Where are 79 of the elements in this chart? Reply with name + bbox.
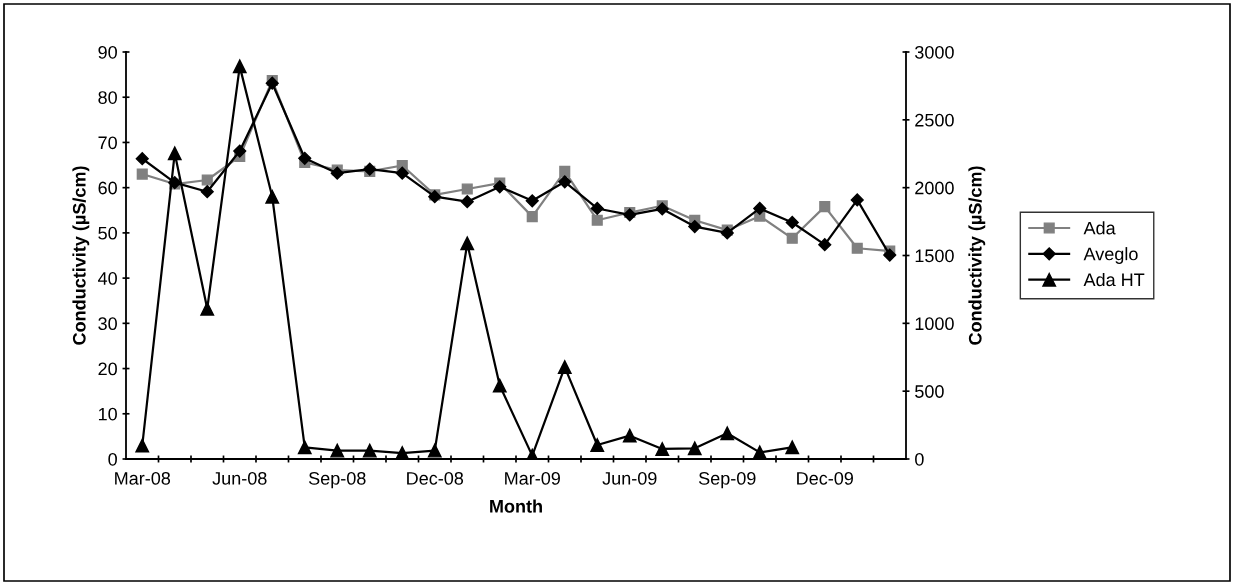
y-tick-label: 60 xyxy=(98,181,117,195)
y2-tick-label: 3000 xyxy=(915,45,954,59)
x-axis-title: Month xyxy=(490,499,542,513)
point xyxy=(135,152,149,166)
point xyxy=(558,175,572,189)
point xyxy=(590,201,604,216)
point xyxy=(297,440,312,455)
point xyxy=(559,165,571,177)
point xyxy=(395,446,410,459)
point xyxy=(265,189,280,204)
point xyxy=(460,236,475,251)
y-tick-label: 30 xyxy=(98,317,117,331)
y-tick-label: 0 xyxy=(108,452,117,466)
y-axis-title: Conductivity (µS/cm) xyxy=(72,166,90,345)
y2-tick-label: 2500 xyxy=(915,113,954,127)
point xyxy=(330,166,344,180)
point xyxy=(655,202,669,216)
point xyxy=(688,219,702,234)
point xyxy=(201,174,213,186)
y2-tick-label: 2000 xyxy=(915,181,954,195)
y2-tick-label: 0 xyxy=(915,452,924,466)
point xyxy=(591,214,603,226)
point xyxy=(557,360,572,375)
y-tick-label: 90 xyxy=(98,45,117,59)
point xyxy=(135,438,150,453)
y-tick-label: 80 xyxy=(98,91,117,104)
point xyxy=(200,185,214,199)
x-tick-label: Sep-08 xyxy=(308,471,366,489)
point xyxy=(395,166,409,180)
point xyxy=(819,201,831,213)
point xyxy=(492,378,507,393)
y2-tick-label: 1500 xyxy=(915,249,954,263)
point xyxy=(362,443,377,458)
point xyxy=(818,238,832,252)
x-tick-label: Dec-08 xyxy=(407,471,464,485)
point xyxy=(461,183,473,195)
point xyxy=(851,242,863,254)
y2-axis-title: Conductivity (µS/cm) xyxy=(968,166,986,345)
point xyxy=(427,443,442,458)
point xyxy=(753,201,767,216)
y-tick-label: 20 xyxy=(98,362,117,376)
y2-tick-label: 1000 xyxy=(915,317,954,331)
y-tick-label: 70 xyxy=(98,136,117,150)
x-tick-label: Mar-09 xyxy=(505,471,560,485)
point xyxy=(850,193,864,207)
point xyxy=(460,195,474,209)
y-tick-label: 50 xyxy=(98,226,117,240)
point xyxy=(785,440,800,455)
point xyxy=(493,180,507,194)
point xyxy=(786,232,798,244)
y2-tick-label: 500 xyxy=(915,385,944,398)
x-tick-label: Dec-09 xyxy=(797,471,853,485)
point xyxy=(655,442,670,456)
point xyxy=(590,438,605,452)
point xyxy=(298,151,312,165)
point xyxy=(167,146,182,161)
x-tick-label: Jun-09 xyxy=(602,471,657,485)
point xyxy=(526,211,538,223)
point xyxy=(232,59,247,74)
y-tick-label: 40 xyxy=(98,272,117,285)
point xyxy=(883,248,897,262)
point xyxy=(233,144,247,158)
point xyxy=(136,168,148,180)
x-tick-label: Mar-08 xyxy=(115,471,171,485)
x-tick-label: Jun-08 xyxy=(212,471,267,485)
legend-label: Ada xyxy=(1083,221,1116,235)
point xyxy=(687,441,702,456)
legend-label: Aveglo xyxy=(1083,247,1138,264)
y-tick-label: 10 xyxy=(98,407,117,421)
point xyxy=(720,226,734,240)
point xyxy=(785,215,799,230)
point xyxy=(200,301,215,316)
point xyxy=(622,428,637,443)
point xyxy=(752,445,767,459)
point xyxy=(525,194,539,208)
x-tick-label: Sep-09 xyxy=(698,471,756,489)
point xyxy=(330,443,345,458)
legend-label: Ada HT xyxy=(1083,272,1145,287)
point xyxy=(720,426,735,441)
